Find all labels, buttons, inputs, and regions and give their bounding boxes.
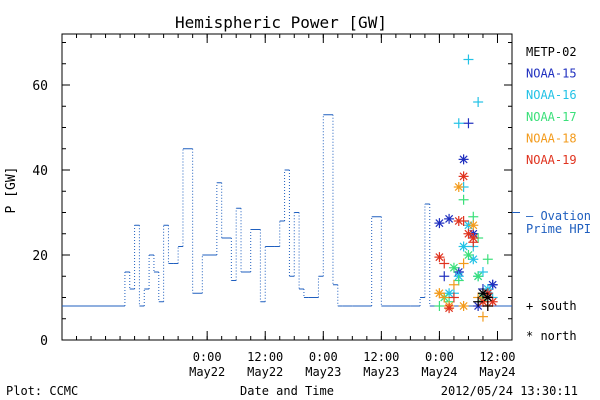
ovation-label-line2: Prime HPI bbox=[526, 222, 591, 236]
north-marker bbox=[434, 252, 445, 263]
south-marker bbox=[463, 118, 474, 129]
x-tick-label-date: May23 bbox=[363, 365, 399, 379]
south-marker bbox=[434, 301, 445, 311]
north-marker bbox=[453, 216, 464, 226]
north-marker bbox=[458, 154, 469, 165]
south-marker bbox=[468, 211, 479, 222]
south-marker bbox=[458, 194, 469, 205]
north-marker bbox=[482, 292, 493, 303]
x-axis-label: Date and Time bbox=[240, 384, 334, 398]
south-marker bbox=[439, 292, 450, 303]
x-tick-label-time: 0:00 bbox=[425, 350, 454, 364]
south-marker bbox=[473, 296, 484, 307]
north-marker bbox=[468, 233, 479, 243]
x-tick-label-date: May24 bbox=[479, 365, 515, 379]
legend-entry: NOAA-18 bbox=[526, 131, 577, 145]
x-tick-label-date: May22 bbox=[247, 365, 283, 379]
marker-key-north: * north bbox=[526, 329, 577, 343]
north-marker bbox=[448, 262, 459, 273]
legend-entry: NOAA-17 bbox=[526, 110, 577, 124]
south-marker bbox=[473, 97, 484, 107]
south-marker bbox=[448, 279, 459, 290]
south-marker bbox=[477, 311, 488, 322]
north-marker bbox=[434, 218, 445, 229]
north-marker bbox=[473, 271, 484, 282]
south-marker bbox=[477, 267, 488, 277]
x-tick-label-time: 0:00 bbox=[309, 350, 338, 364]
south-marker bbox=[439, 258, 450, 269]
north-marker bbox=[453, 182, 464, 192]
south-marker bbox=[448, 292, 459, 303]
south-marker bbox=[453, 118, 464, 129]
marker-key-south: + south bbox=[526, 299, 577, 313]
y-tick-label: 20 bbox=[32, 249, 48, 264]
north-marker bbox=[444, 288, 455, 299]
legend-entry: METP-02 bbox=[526, 45, 577, 59]
ovation-hpi-line bbox=[62, 114, 512, 307]
satellite-legend: METP-02 NOAA-15 NOAA-16 NOAA-17 NOAA-18 NOAA-… bbox=[526, 45, 577, 167]
x-tick-label-time: 12:00 bbox=[363, 350, 399, 364]
x-tick-label-time: 0:00 bbox=[193, 350, 222, 364]
plot-timestamp: 2012/05/24 13:30:11 bbox=[441, 384, 578, 398]
y-axis-label: P [GW] bbox=[4, 167, 19, 214]
x-tick-label-date: May22 bbox=[189, 365, 225, 379]
x-tick-label-date: May23 bbox=[305, 365, 341, 379]
north-marker bbox=[444, 213, 455, 224]
south-marker bbox=[453, 275, 464, 286]
legend-entry: NOAA-16 bbox=[526, 88, 577, 102]
plot-frame bbox=[61, 33, 513, 341]
y-tick-label: 60 bbox=[32, 79, 48, 94]
south-marker bbox=[482, 301, 493, 311]
marker-key: + south * north bbox=[526, 299, 577, 343]
legend-entry: NOAA-19 bbox=[526, 153, 577, 167]
plot-source-label: Plot: CCMC bbox=[6, 384, 78, 398]
y-tick-label: 0 bbox=[40, 334, 48, 349]
south-marker bbox=[463, 54, 474, 65]
north-marker bbox=[463, 250, 474, 260]
satellite-markers bbox=[434, 54, 498, 322]
north-marker bbox=[444, 303, 455, 314]
x-tick-label-time: 12:00 bbox=[247, 350, 283, 364]
south-marker bbox=[482, 254, 493, 265]
plot-axes: 02040600:00May2212:00May220:00May2312:00… bbox=[32, 33, 516, 379]
north-marker bbox=[458, 301, 469, 311]
chart-title: Hemispheric Power [GW] bbox=[175, 13, 387, 32]
north-marker bbox=[458, 241, 469, 252]
north-marker bbox=[458, 171, 469, 182]
x-tick-label-date: May24 bbox=[421, 365, 457, 379]
south-marker bbox=[439, 271, 450, 282]
legend-entry: NOAA-15 bbox=[526, 67, 577, 81]
y-tick-label: 40 bbox=[32, 164, 48, 179]
south-marker bbox=[458, 258, 469, 269]
x-tick-label-time: 12:00 bbox=[479, 350, 515, 364]
north-marker bbox=[468, 220, 479, 231]
north-marker bbox=[434, 288, 445, 299]
ovation-label-line1: — Ovation bbox=[526, 209, 591, 223]
